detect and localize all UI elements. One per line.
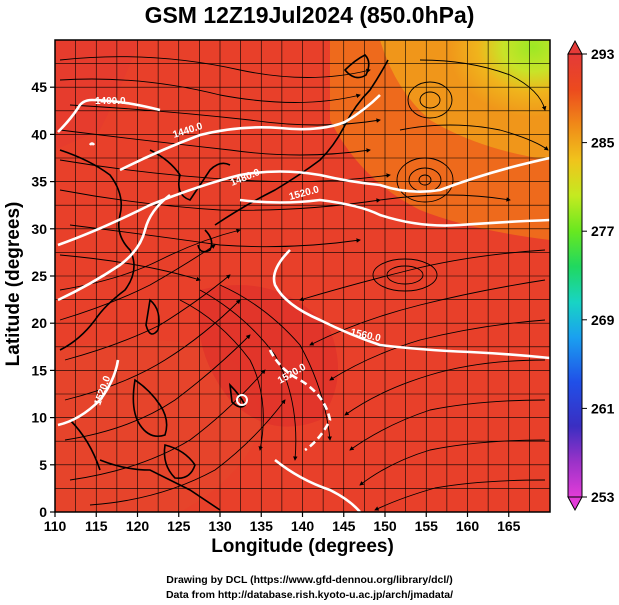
colorbar-bottom-arrow — [567, 496, 583, 512]
credit-dcl: Drawing by DCL (https://www.gfd-dennou.o… — [166, 574, 453, 586]
low-center-marker — [236, 394, 248, 406]
x-axis-ticks: 110 115 120 125 130 135 140 145 150 155 160 165 — [44, 512, 521, 534]
x-tick-label: 145 — [332, 518, 356, 534]
x-tick-label: 125 — [167, 518, 191, 534]
colorbar-ticks: 293 285 277 269 261 253 — [582, 46, 615, 505]
y-tick-label: 45 — [31, 79, 47, 95]
colorbar-scale — [567, 53, 583, 498]
x-tick-label: 155 — [415, 518, 439, 534]
x-tick-label: 150 — [373, 518, 397, 534]
coastlines — [59, 54, 389, 511]
colorbar-tick-label: 285 — [591, 135, 615, 151]
grid-lines — [55, 40, 550, 512]
chart-title: GSM 12Z19Jul2024 (850.0hPa) — [144, 2, 475, 28]
colorbar-tick-label: 269 — [591, 312, 615, 328]
x-tick-label: 120 — [126, 518, 150, 534]
height-contours — [57, 94, 550, 512]
x-tick-label: 140 — [291, 518, 315, 534]
x-tick-label: 160 — [456, 518, 480, 534]
y-tick-label: 35 — [31, 174, 47, 190]
y-tick-label: 40 — [31, 126, 47, 142]
x-axis-label: Longitude (degrees) — [211, 536, 394, 557]
y-axis-ticks: 0 5 10 15 20 25 30 35 40 45 — [31, 79, 55, 520]
x-tick-label: 135 — [250, 518, 274, 534]
y-tick-label: 30 — [31, 221, 47, 237]
colorbar-tick-label: 293 — [591, 46, 615, 62]
y-tick-label: 0 — [39, 504, 47, 520]
colorbar-tick-label: 253 — [591, 489, 615, 505]
x-tick-label: 130 — [208, 518, 232, 534]
y-tick-label: 10 — [31, 410, 47, 426]
y-axis-label: Latitude (degrees) — [3, 201, 24, 367]
x-tick-label: 115 — [85, 518, 108, 534]
y-tick-label: 15 — [31, 362, 47, 378]
colorbar-top-arrow — [567, 39, 583, 55]
colorbar: 293 285 277 269 261 253 — [567, 39, 615, 512]
y-tick-label: 5 — [39, 457, 47, 473]
y-tick-label: 25 — [31, 268, 47, 284]
x-tick-label: 110 — [44, 518, 67, 534]
colorbar-tick-label: 261 — [591, 400, 615, 416]
colorbar-tick-label: 277 — [591, 223, 615, 239]
credit-data-source: Data from http://database.rish.kyoto-u.a… — [165, 589, 454, 601]
wind-streamlines — [59, 56, 549, 511]
y-tick-label: 20 — [31, 315, 47, 331]
x-tick-label: 165 — [497, 518, 521, 534]
contour-label: 1400.0 — [95, 96, 126, 107]
